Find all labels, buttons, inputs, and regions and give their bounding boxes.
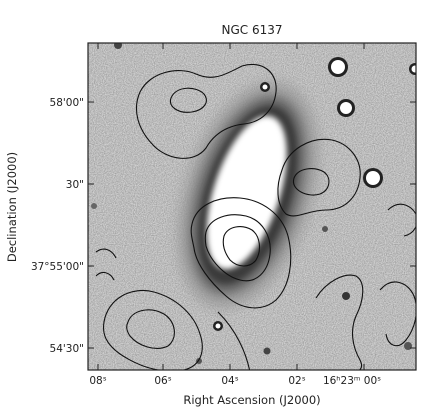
star [322,226,328,232]
image-panel [88,43,416,370]
contour-center-mid [204,214,271,282]
y-tick-label: 30" [66,179,84,191]
galaxy-ngc6137 [177,81,319,309]
contour-south-arc [217,311,251,370]
contour-southwest [102,290,203,370]
radio-contours [95,64,416,370]
contour-fragment [95,271,115,281]
star [342,292,350,300]
y-tick-labels: 58'00" 30" 37°55'00" 54'30" [31,97,84,355]
y-tick-label: 54'30" [50,343,84,355]
y-tick-label: 37°55'00" [31,261,84,273]
contour-fragment [95,248,117,259]
contour-southwest-inner [126,309,175,349]
x-axis-label: Right Ascension (J2000) [183,393,320,407]
x-tick-label: 02ˢ [288,375,305,387]
y-axis [88,101,416,349]
star [404,342,412,350]
contour-north-inner [170,87,207,113]
field-stars [91,43,416,364]
contour-edge-east [387,203,416,237]
x-tick-labels: 08ˢ 06ˢ 04ˢ 02ˢ 16ʰ23ᵐ 00ˢ [89,375,381,387]
contour-center-inner [222,226,261,267]
x-tick-label: 04ˢ [221,375,238,387]
plot-frame [87,42,417,371]
figure-title: NGC 6137 [221,23,282,37]
x-tick-label: 06ˢ [154,375,171,387]
contour-center [190,197,292,309]
y-tick-label: 58'00" [50,97,84,109]
x-tick-label: 08ˢ [89,375,106,387]
contour-east [277,138,361,217]
star [263,347,271,355]
y-axis-label: Declination (J2000) [5,152,19,262]
star [114,43,122,49]
contour-east-inner [292,168,330,196]
contour-southeast [315,274,364,370]
x-axis [97,43,365,370]
contour-far-east [379,281,416,347]
x-tick-label: 16ʰ23ᵐ 00ˢ [323,375,381,387]
contour-north [136,64,277,159]
star [91,203,97,209]
